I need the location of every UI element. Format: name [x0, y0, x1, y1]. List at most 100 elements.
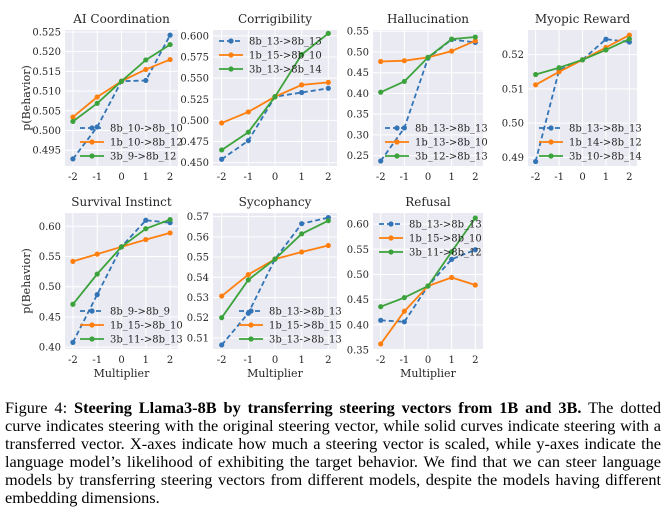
data-point: [94, 271, 100, 277]
data-point: [626, 32, 632, 38]
y-tick-label: 0.525: [32, 27, 61, 38]
y-tick-label: 0.60: [39, 222, 61, 233]
y-tick-label: 0.55: [347, 27, 369, 38]
legend: 8b_9->8b_9 1b_15->8b_10 3b_11->8b_13: [80, 307, 183, 346]
data-point: [219, 293, 225, 299]
x-tick-label: -1: [399, 172, 409, 183]
data-point: [245, 129, 251, 135]
subplot-ai-coordination: -2 -1 0 1 2 0.495 0.500 0.505 0.510 0.515 0.520 0.5…: [20, 12, 183, 183]
legend-marker: [89, 153, 95, 159]
y-tick-label: 0.50: [347, 270, 369, 281]
legend: 8b_13->8b_13 1b_13->8b_10 3b_12->8b_13: [385, 124, 488, 163]
legend-marker: [89, 139, 95, 145]
y-tick-label: 0.53: [187, 293, 209, 304]
x-tick-label: -2: [376, 172, 386, 183]
data-point: [299, 82, 305, 88]
data-point: [325, 30, 331, 36]
y-tick-label: 0.510: [32, 87, 61, 98]
data-point: [94, 100, 100, 106]
data-point: [378, 158, 384, 164]
data-point: [272, 94, 278, 100]
subplot-hallucination: -2 -1 0 1 2 0.25 0.30 0.35 0.40 0.45 0.50 0.55 Hallu…: [347, 12, 488, 183]
legend-marker: [89, 336, 95, 342]
y-tick-label: 0.50: [347, 47, 369, 58]
subplot-corrigibility: -2 -1 0 1 2 0.450 0.475 0.500 0.525 0.550 0.575 0.6…: [180, 12, 337, 183]
figure-4-charts: -2 -1 0 1 20.4950.5000.5050.5100.5150.5200.5…: [20, 12, 642, 380]
data-point: [401, 78, 407, 85]
y-axis-label: p(Behavior): [20, 65, 33, 130]
legend-label: 1b_15->8b_10: [110, 321, 183, 332]
legend-label: 8b_10->8b_10: [110, 124, 183, 135]
subplot-title: Myopic Reward: [535, 12, 631, 26]
x-tick-label: -1: [554, 172, 564, 183]
x-tick-label: 2: [626, 172, 632, 183]
data-point: [245, 277, 251, 283]
data-point: [472, 282, 478, 288]
y-tick-label: 0.505: [32, 106, 61, 117]
x-tick-label: 2: [167, 172, 173, 183]
data-point: [378, 58, 384, 65]
legend-marker: [388, 235, 394, 241]
data-point: [603, 36, 609, 42]
legend-marker: [248, 336, 254, 342]
y-tick-label: 0.51: [502, 84, 524, 95]
legend-label: 8b_13->8b_13: [269, 307, 342, 318]
x-tick-label: 2: [325, 172, 331, 183]
legend-label: 8b_13->8b_13: [249, 37, 322, 48]
y-tick-label: 0.30: [347, 130, 369, 141]
y-tick-label: 0.50: [39, 282, 61, 293]
x-tick-label: 1: [143, 172, 149, 183]
data-point: [299, 89, 305, 96]
x-tick-label: 0: [425, 172, 431, 183]
data-point: [401, 308, 407, 314]
data-point: [603, 47, 609, 53]
data-point: [472, 38, 478, 44]
data-point: [401, 319, 407, 325]
legend-label: 8b_13->8b_13: [569, 124, 642, 135]
y-tick-label: 0.40: [347, 89, 369, 100]
y-tick-label: 0.55: [347, 245, 369, 256]
y-tick-label: 0.50: [502, 119, 524, 130]
x-tick-label: -2: [217, 172, 227, 183]
x-tick-label: 1: [448, 172, 454, 183]
data-point: [245, 138, 251, 144]
subplot-title: AI Coordination: [72, 12, 170, 26]
data-point: [378, 317, 384, 323]
y-tick-label: 0.515: [32, 67, 61, 78]
legend: 8b_13->8b_13 1b_14->8b_12 3b_10->8b_14: [539, 124, 642, 163]
data-point: [143, 217, 149, 223]
data-point: [378, 89, 384, 95]
x-tick-label: -1: [399, 355, 409, 366]
subplot-title: Refusal: [405, 195, 451, 209]
legend-label: 3b_11->8b_13: [110, 335, 183, 346]
legend-marker: [394, 139, 400, 145]
data-point: [219, 120, 225, 126]
y-tick-label: 0.475: [180, 137, 209, 148]
data-point: [94, 94, 100, 100]
data-point: [94, 292, 100, 298]
legend-marker: [394, 125, 400, 131]
data-point: [70, 258, 76, 264]
data-point: [70, 156, 76, 162]
y-tick-label: 0.450: [180, 158, 209, 169]
legend-label: 3b_10->8b_14: [569, 152, 642, 163]
data-point: [533, 71, 539, 78]
y-tick-label: 0.35: [347, 110, 369, 121]
legend-label: 1b_14->8b_12: [569, 138, 642, 149]
legend-marker: [548, 125, 554, 131]
data-point: [401, 295, 407, 301]
y-tick-label: 0.40: [39, 343, 61, 354]
x-tick-label: 1: [298, 355, 304, 366]
y-tick-label: 0.45: [39, 312, 61, 323]
legend-marker: [388, 249, 394, 255]
legend-marker: [228, 52, 234, 58]
data-point: [143, 236, 149, 243]
legend-label: 1b_15->8b_15: [269, 321, 342, 332]
y-axis-label: p(Behavior): [20, 248, 33, 313]
y-tick-label: 0.525: [180, 95, 209, 106]
x-tick-label: 0: [118, 172, 124, 183]
data-point: [167, 56, 173, 63]
x-tick-label: 2: [167, 355, 173, 366]
subplot-myopic-reward: -2 -1 0 1 2 0.49 0.50 0.51 0.52 Myopic Reward 8b_1…: [502, 12, 642, 183]
legend-marker: [248, 308, 254, 314]
